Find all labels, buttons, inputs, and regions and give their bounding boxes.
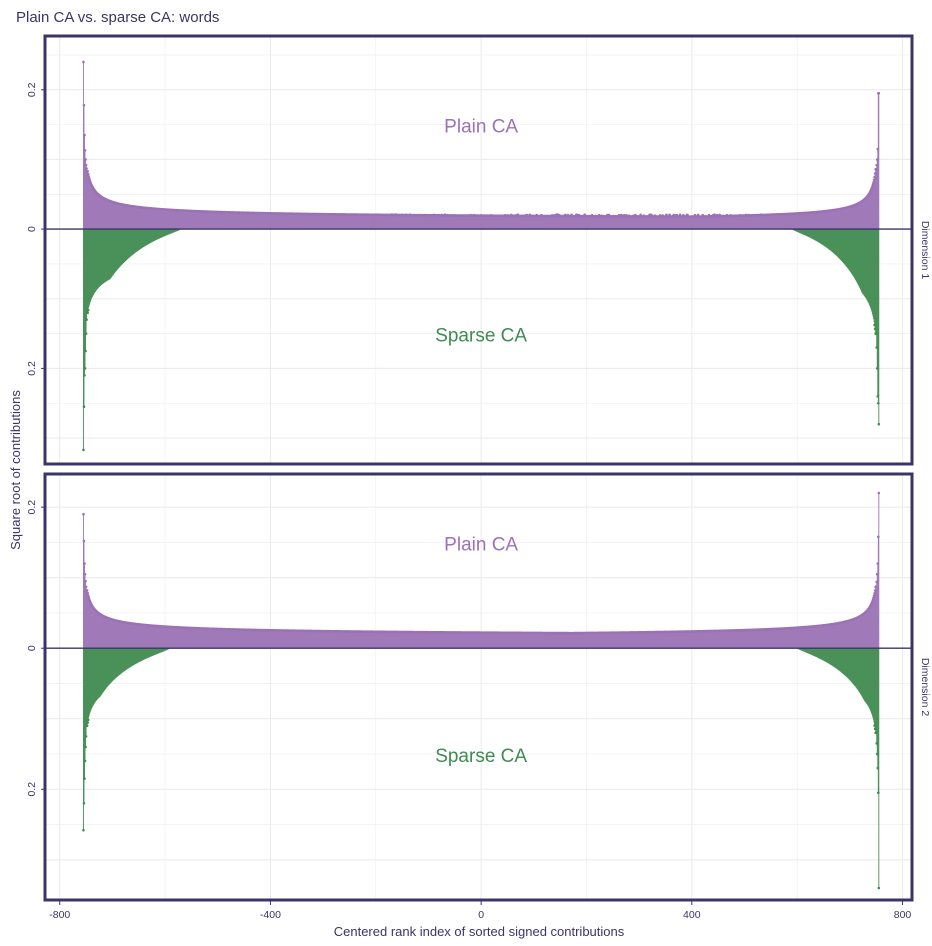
y-tick-label: 0.2 (26, 500, 38, 515)
bar-points (82, 60, 881, 218)
sparse-ca-annotation: Sparse CA (435, 326, 527, 347)
bar-stems (83, 648, 880, 888)
panel-2: Plain CA Sparse CA 0.2 0 0.2 Dimension 2 (26, 472, 931, 902)
facet-strip-label: Dimension 2 (919, 658, 931, 717)
facet-strip-label: Dimension 1 (919, 221, 931, 280)
bar-points (82, 491, 881, 635)
bar-stems (83, 61, 880, 230)
plain-ca-annotation: Plain CA (444, 117, 518, 138)
y-tick-label: 0.2 (26, 782, 38, 797)
panel-1: Plain CA Sparse CA 0.2 0 0.2 Dimension 1 (26, 34, 931, 466)
plain-ca-series (82, 60, 881, 230)
y-tick-label: 0.2 (26, 361, 38, 376)
x-tick-label: 0 (478, 909, 484, 921)
y-axis-label: Square root of contributions (8, 390, 23, 550)
plain-ca-series (82, 491, 881, 649)
sparse-ca-series (82, 229, 881, 452)
panel-frame (43, 34, 914, 466)
y-tick-label: 0 (26, 645, 38, 651)
y-tick-label: 0 (26, 226, 38, 232)
x-tick-label: -400 (260, 909, 281, 921)
plain-ca-annotation: Plain CA (444, 534, 518, 555)
chart-title: Plain CA vs. sparse CA: words (16, 9, 219, 26)
bar-points (82, 308, 881, 452)
x-axis: -800 -400 0 400 800 (49, 900, 911, 921)
sparse-ca-series (82, 648, 881, 890)
x-axis-label: Centered rank index of sorted signed con… (334, 924, 625, 939)
bar-stems (83, 493, 880, 649)
y-tick-label: 0.2 (26, 82, 38, 97)
grid-lines (45, 36, 912, 464)
panel-frame (43, 472, 914, 902)
x-tick-label: -800 (49, 909, 70, 921)
x-tick-label: 400 (683, 909, 701, 921)
x-tick-label: 800 (894, 909, 912, 921)
sparse-ca-annotation: Sparse CA (435, 746, 527, 767)
bar-stems (83, 229, 880, 450)
bar-points (82, 718, 881, 890)
